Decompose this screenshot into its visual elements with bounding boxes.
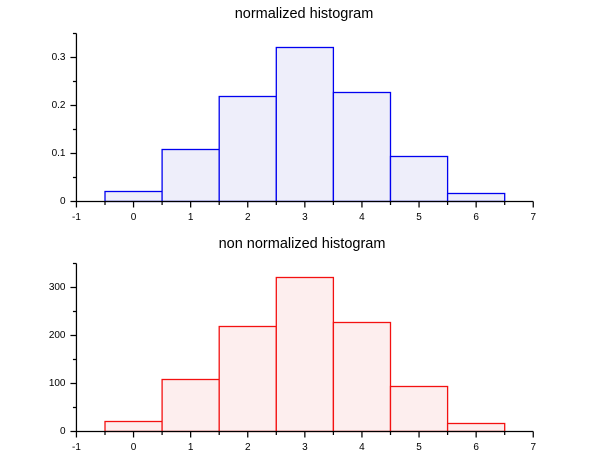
svg-text:0: 0 (60, 196, 66, 207)
svg-text:5: 5 (416, 442, 422, 453)
svg-text:2: 2 (245, 212, 251, 223)
svg-text:4: 4 (359, 442, 365, 453)
svg-text:3: 3 (302, 212, 308, 223)
svg-text:0.2: 0.2 (52, 100, 66, 111)
svg-text:0: 0 (60, 426, 66, 437)
svg-text:1: 1 (188, 212, 194, 223)
svg-text:5: 5 (416, 212, 422, 223)
svg-text:0: 0 (131, 212, 137, 223)
svg-text:2: 2 (245, 442, 251, 453)
svg-text:100: 100 (49, 378, 66, 389)
svg-text:300: 300 (49, 282, 66, 293)
svg-text:normalized histogram: normalized histogram (235, 6, 374, 22)
svg-text:6: 6 (473, 212, 479, 223)
svg-text:0: 0 (131, 442, 137, 453)
svg-text:1: 1 (188, 442, 194, 453)
svg-text:0.1: 0.1 (52, 148, 66, 159)
svg-text:7: 7 (530, 212, 536, 223)
svg-text:4: 4 (359, 212, 365, 223)
svg-text:-1: -1 (72, 442, 81, 453)
svg-text:0.3: 0.3 (52, 52, 66, 63)
svg-text:-1: -1 (72, 212, 81, 223)
svg-text:200: 200 (49, 330, 66, 341)
svg-text:6: 6 (473, 442, 479, 453)
svg-text:7: 7 (530, 442, 536, 453)
svg-text:3: 3 (302, 442, 308, 453)
svg-text:non normalized histogram: non normalized histogram (219, 236, 386, 252)
